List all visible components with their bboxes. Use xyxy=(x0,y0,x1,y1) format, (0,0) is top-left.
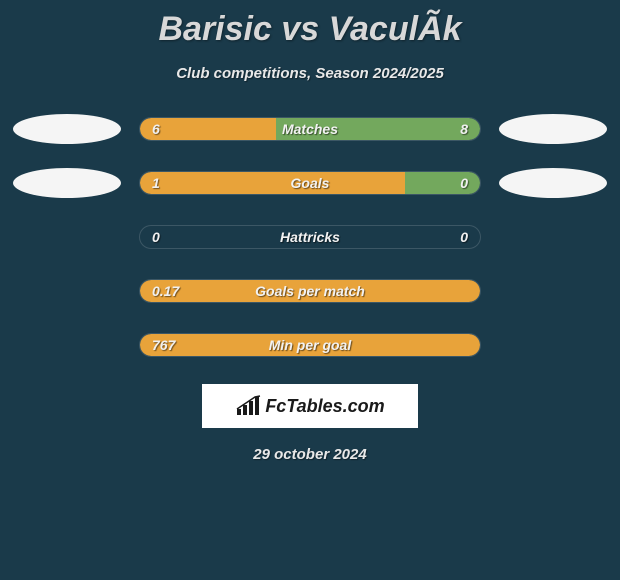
stat-row: 767 Min per goal xyxy=(0,330,620,360)
stat-bar: 1 0 Goals xyxy=(139,171,481,195)
stat-row: 6 8 Matches xyxy=(0,114,620,144)
stat-left-value: 0.17 xyxy=(152,283,179,299)
player-left-ellipse xyxy=(13,114,121,144)
bar-left-fill xyxy=(140,172,405,194)
stat-bar: 0.17 Goals per match xyxy=(139,279,481,303)
stat-label: Goals per match xyxy=(255,283,365,299)
stat-row: 0 0 Hattricks xyxy=(0,222,620,252)
stat-left-value: 0 xyxy=(152,229,160,245)
stat-row: 0.17 Goals per match xyxy=(0,276,620,306)
stat-label: Matches xyxy=(282,121,338,137)
page-title: Barisic vs VaculÃ­k xyxy=(0,0,620,49)
brand-box[interactable]: FcTables.com xyxy=(202,384,418,428)
stat-label: Hattricks xyxy=(280,229,340,245)
stat-right-value: 8 xyxy=(460,121,468,137)
stat-right-value: 0 xyxy=(460,229,468,245)
stat-left-value: 6 xyxy=(152,121,160,137)
stat-bar: 6 8 Matches xyxy=(139,117,481,141)
player-right-ellipse xyxy=(499,168,607,198)
stat-bar: 0 0 Hattricks xyxy=(139,225,481,249)
bar-left-fill xyxy=(140,118,276,140)
player-right-ellipse xyxy=(499,114,607,144)
stat-row: 1 0 Goals xyxy=(0,168,620,198)
stats-container: 6 8 Matches 1 0 Goals 0 0 Hattricks 0.17 Goals per… xyxy=(0,114,620,360)
date-text: 29 october 2024 xyxy=(0,446,620,463)
stat-label: Min per goal xyxy=(269,337,351,353)
brand-text: FcTables.com xyxy=(265,396,384,417)
stat-left-value: 1 xyxy=(152,175,160,191)
stat-bar: 767 Min per goal xyxy=(139,333,481,357)
stat-label: Goals xyxy=(291,175,330,191)
subtitle: Club competitions, Season 2024/2025 xyxy=(0,65,620,82)
player-left-ellipse xyxy=(13,168,121,198)
bar-right-fill xyxy=(405,172,480,194)
stat-right-value: 0 xyxy=(460,175,468,191)
brand-chart-icon xyxy=(235,395,261,417)
stat-left-value: 767 xyxy=(152,337,175,353)
